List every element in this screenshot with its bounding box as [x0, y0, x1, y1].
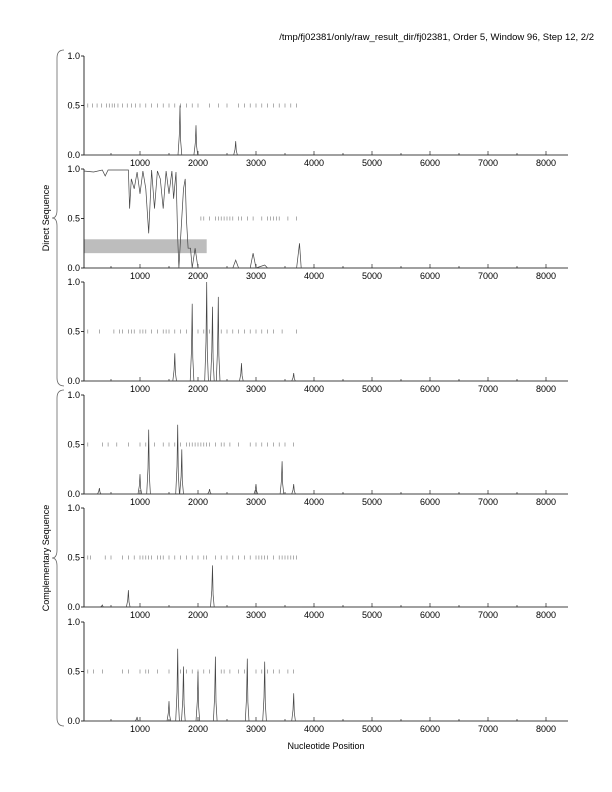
x-tick-label: 1000	[130, 271, 150, 281]
x-tick-label: 7000	[478, 384, 498, 394]
panel-5: 0.0 0.5 1.0 1000 2000 3000 4000 5000 6000 7000 800…	[67, 503, 568, 620]
highlight-band	[83, 239, 207, 254]
y-tick-label: 1.0	[67, 617, 80, 627]
x-tick-label: 8000	[536, 610, 556, 620]
x-tick-label: 6000	[420, 724, 440, 734]
x-tick-label: 5000	[362, 158, 382, 168]
x-tick-label: 4000	[304, 610, 324, 620]
brace-complementary	[51, 389, 65, 727]
x-tick-label: 8000	[536, 158, 556, 168]
x-tick-label: 3000	[246, 724, 266, 734]
y-tick-label: 0.5	[67, 667, 80, 677]
coding-potential-line	[83, 105, 303, 156]
coding-potential-line	[83, 281, 303, 382]
y-tick-label: 0.5	[67, 101, 80, 111]
x-tick-label: 8000	[536, 497, 556, 507]
x-tick-label: 2000	[188, 610, 208, 620]
x-tick-label: 6000	[420, 158, 440, 168]
x-tick-label: 2000	[188, 271, 208, 281]
x-tick-label: 1000	[130, 384, 150, 394]
x-tick-label: 1000	[130, 724, 150, 734]
x-tick-label: 1000	[130, 610, 150, 620]
y-tick-label: 0.0	[67, 150, 80, 160]
x-tick-label: 2000	[188, 384, 208, 394]
x-tick-label: 3000	[246, 610, 266, 620]
x-tick-label: 4000	[304, 158, 324, 168]
x-tick-label: 5000	[362, 724, 382, 734]
x-tick-label: 4000	[304, 271, 324, 281]
y-tick-label: 0.5	[67, 327, 80, 337]
x-tick-label: 1000	[130, 497, 150, 507]
y-tick-label: 1.0	[67, 277, 80, 287]
x-tick-label: 2000	[188, 724, 208, 734]
coding-potential-line	[83, 424, 303, 495]
y-tick-label: 0.5	[67, 440, 80, 450]
panel-3: 0.0 0.5 1.0 1000 2000 3000 4000 5000 6000 7000 800…	[67, 277, 568, 394]
y-tick-label: 0.0	[67, 716, 80, 726]
x-tick-label: 3000	[246, 384, 266, 394]
x-tick-label: 2000	[188, 497, 208, 507]
y-tick-label: 1.0	[67, 503, 80, 513]
y-tick-label: 0.0	[67, 602, 80, 612]
coding-potential-line	[83, 565, 303, 608]
coding-potential-line	[83, 648, 303, 722]
x-tick-label: 4000	[304, 724, 324, 734]
x-tick-label: 5000	[362, 271, 382, 281]
y-tick-label: 0.5	[67, 214, 80, 224]
panel-1: 0.0 0.5 1.0 1000 2000 3000 4000 5000 6000 7000 800…	[67, 51, 568, 168]
x-tick-label: 5000	[362, 610, 382, 620]
group-label-direct: Direct Sequence	[41, 185, 51, 252]
x-tick-label: 4000	[304, 497, 324, 507]
y-tick-label: 0.0	[67, 489, 80, 499]
y-tick-label: 0.0	[67, 263, 80, 273]
x-tick-label: 7000	[478, 497, 498, 507]
x-tick-label: 7000	[478, 271, 498, 281]
x-tick-label: 5000	[362, 497, 382, 507]
y-tick-label: 0.5	[67, 553, 80, 563]
panel-6: 0.0 0.5 1.0 1000 2000 3000 4000 5000 6000 7000 800…	[67, 617, 568, 734]
x-tick-label: 6000	[420, 271, 440, 281]
x-tick-label: 6000	[420, 384, 440, 394]
x-axis-label: Nucleotide Position	[287, 741, 364, 751]
x-tick-label: 4000	[304, 384, 324, 394]
y-tick-label: 0.0	[67, 376, 80, 386]
y-tick-label: 1.0	[67, 164, 80, 174]
x-tick-label: 1000	[130, 158, 150, 168]
x-tick-label: 3000	[246, 271, 266, 281]
chart-title: /tmp/fj02381/only/raw_result_dir/fj02381…	[279, 32, 594, 43]
brace-direct	[51, 49, 65, 387]
x-tick-label: 8000	[536, 271, 556, 281]
x-tick-label: 8000	[536, 724, 556, 734]
x-tick-label: 6000	[420, 497, 440, 507]
y-tick-label: 1.0	[67, 390, 80, 400]
x-tick-label: 5000	[362, 384, 382, 394]
coding-potential-line	[83, 169, 303, 269]
x-tick-label: 3000	[246, 158, 266, 168]
y-tick-label: 1.0	[67, 51, 80, 61]
x-tick-label: 6000	[420, 610, 440, 620]
x-tick-label: 2000	[188, 158, 208, 168]
panel-2: 0.0 0.5 1.0 1000 2000 3000 4000 5000 6000 7000 800…	[67, 164, 568, 281]
panel-4: 0.0 0.5 1.0 1000 2000 3000 4000 5000 6000 7000 800…	[67, 390, 568, 507]
x-tick-label: 7000	[478, 610, 498, 620]
x-tick-label: 8000	[536, 384, 556, 394]
x-tick-label: 7000	[478, 158, 498, 168]
group-label-complementary: Complementary Sequence	[41, 505, 51, 612]
x-tick-label: 7000	[478, 724, 498, 734]
x-tick-label: 3000	[246, 497, 266, 507]
